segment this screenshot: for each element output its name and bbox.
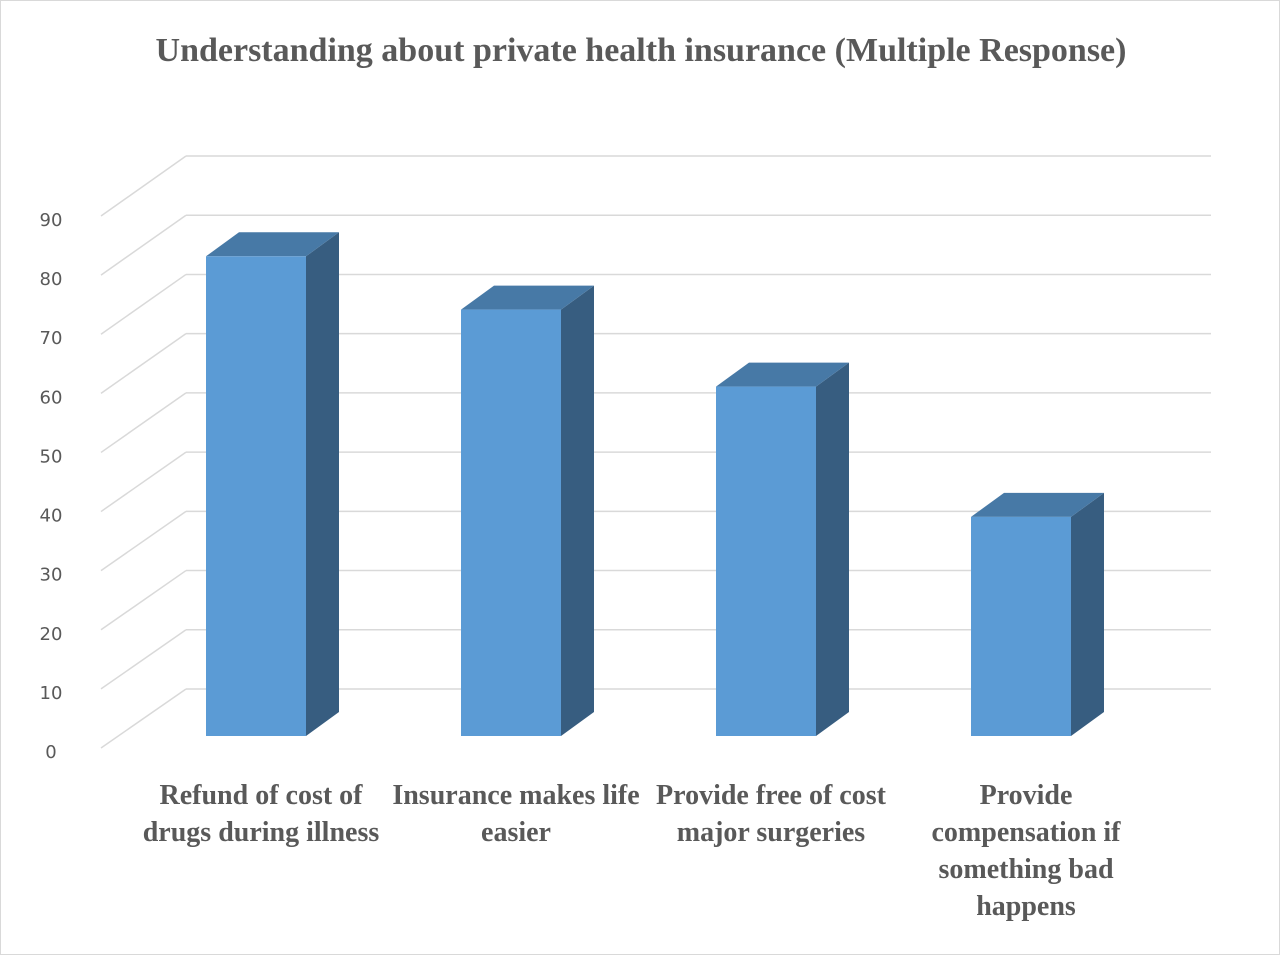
y-tick-label: 0	[45, 742, 56, 763]
bar	[971, 516, 1071, 736]
bar-side	[561, 285, 594, 736]
bar-top	[206, 232, 339, 257]
y-tick-label: 10	[40, 683, 63, 704]
x-tick-label: Provide compensation if something bad ha…	[931, 780, 1121, 922]
x-tick-label: Insurance makes life easier	[392, 780, 640, 848]
y-tick-label: 30	[40, 565, 63, 586]
y-tick-label: 40	[40, 506, 63, 527]
y-tick-label: 90	[40, 210, 63, 231]
grid-line	[100, 569, 187, 631]
grid-line	[100, 510, 187, 572]
chart-title: Understanding about private health insur…	[155, 32, 1127, 69]
bar-side	[816, 362, 849, 736]
y-tick-label: 50	[40, 446, 63, 467]
y-tick-label: 70	[40, 328, 63, 349]
bar-top	[971, 492, 1104, 517]
grid-line	[100, 273, 187, 335]
grid-line	[100, 451, 187, 513]
x-tick-label: Provide free of cost major surgeries	[656, 780, 886, 848]
grid-line	[100, 333, 187, 394]
bar	[206, 256, 306, 736]
grid-line	[100, 155, 187, 217]
grid-line	[100, 688, 187, 749]
y-tick-label: 80	[40, 269, 63, 290]
y-tick-label: 60	[40, 387, 63, 408]
bar	[461, 309, 561, 736]
grid-line	[100, 392, 187, 454]
grid-line	[100, 629, 187, 690]
bar-top	[716, 362, 849, 387]
bar	[716, 386, 816, 736]
bar-side	[306, 232, 339, 737]
bar-top	[461, 285, 594, 310]
grid-line	[100, 214, 187, 276]
y-tick-label: 20	[40, 624, 63, 645]
bar-side	[1071, 492, 1104, 736]
x-tick-label: Refund of cost of drugs during illness	[142, 780, 380, 848]
